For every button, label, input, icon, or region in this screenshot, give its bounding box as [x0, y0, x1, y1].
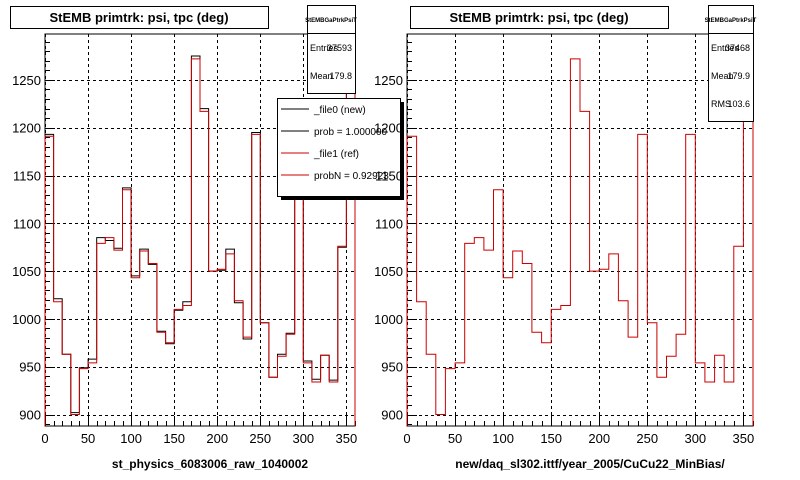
- y-tick-label: 1000: [374, 312, 403, 327]
- y-tick-label: 1150: [375, 169, 403, 184]
- legend-entry: _file0 (new): [313, 105, 366, 116]
- stats-box: [708, 5, 754, 122]
- x-tick-label: 200: [206, 431, 228, 446]
- stats-value: 179.8: [329, 71, 352, 81]
- x-tick-label: 0: [403, 431, 410, 446]
- stats-name: StEMBGaPtrkPsiT: [305, 18, 357, 24]
- y-tick-label: 1050: [374, 264, 403, 279]
- stats-value: 103.6: [727, 99, 750, 109]
- stats-label: Entries: [310, 43, 339, 53]
- stats-value: 37593: [327, 43, 352, 53]
- y-tick-label: 1050: [12, 264, 41, 279]
- y-tick-label: 1200: [12, 121, 41, 136]
- legend-entry: probN = 0.92923: [314, 171, 389, 182]
- stats-label: Mean: [711, 71, 734, 81]
- x-tick-label: 100: [120, 431, 142, 446]
- histogram-series-2: [44, 58, 356, 426]
- x-tick-label: 200: [588, 431, 610, 446]
- y-tick-label: 950: [381, 360, 403, 375]
- histogram-series-1: [406, 58, 754, 426]
- y-tick-label: 900: [19, 408, 41, 423]
- x-tick-label: 300: [292, 431, 314, 446]
- x-tick-label: 150: [540, 431, 562, 446]
- y-tick-label: 1100: [13, 216, 41, 231]
- x-tick-label: 250: [249, 431, 271, 446]
- chart-title: StEMB primtrk: psi, tpc (deg): [49, 10, 228, 25]
- legend-entry: prob = 1.000000: [314, 127, 388, 138]
- y-tick-label: 1200: [374, 121, 403, 136]
- stats-value: 179.9: [727, 71, 750, 81]
- x-tick-label: 350: [733, 431, 755, 446]
- title-box: [10, 6, 269, 29]
- x-tick-label: 350: [336, 431, 358, 446]
- chart-panel-1: 0 50 100 150 200 250 300 350 900 950 1000 1050 1100 1…: [10, 5, 404, 471]
- axis-ticks: [45, 42, 356, 426]
- stats-label: Entries: [711, 43, 740, 53]
- x-axis-label: new/daq_sl302.ittf/year_2005/CuCu22_MinB…: [455, 457, 725, 471]
- legend-box: [277, 98, 401, 197]
- y-tick-label: 1100: [375, 216, 403, 231]
- x-tick-label: 250: [636, 431, 658, 446]
- y-tick-label: 1250: [374, 73, 403, 88]
- chart-panel-2: 0 50 100 150 200 250 300 350 900 950 1000 1050 1100 1…: [374, 5, 757, 471]
- stats-name: StEMBGaPtrkPsiT: [705, 18, 757, 24]
- y-tick-label: 1000: [12, 312, 41, 327]
- stats-box: [307, 5, 356, 94]
- x-tick-label: 50: [81, 431, 95, 446]
- x-tick-label: 0: [41, 431, 48, 446]
- axis-ticks: [407, 42, 754, 426]
- x-tick-label: 150: [163, 431, 185, 446]
- x-tick-label: 300: [684, 431, 706, 446]
- chart-title: StEMB primtrk: psi, tpc (deg): [449, 10, 628, 25]
- x-tick-label: 100: [492, 431, 514, 446]
- title-box: [410, 6, 669, 29]
- y-tick-label: 1150: [13, 169, 41, 184]
- stats-label: Mean: [310, 71, 333, 81]
- stats-value: 37468: [725, 43, 750, 53]
- y-tick-label: 950: [19, 360, 41, 375]
- y-tick-label: 900: [381, 408, 403, 423]
- x-tick-label: 50: [448, 431, 462, 446]
- y-tick-label: 1250: [12, 73, 41, 88]
- x-axis-label: st_physics_6083006_raw_1040002: [112, 457, 308, 471]
- stats-label: RMS: [711, 99, 731, 109]
- legend-entry: _file1 (ref): [313, 149, 359, 160]
